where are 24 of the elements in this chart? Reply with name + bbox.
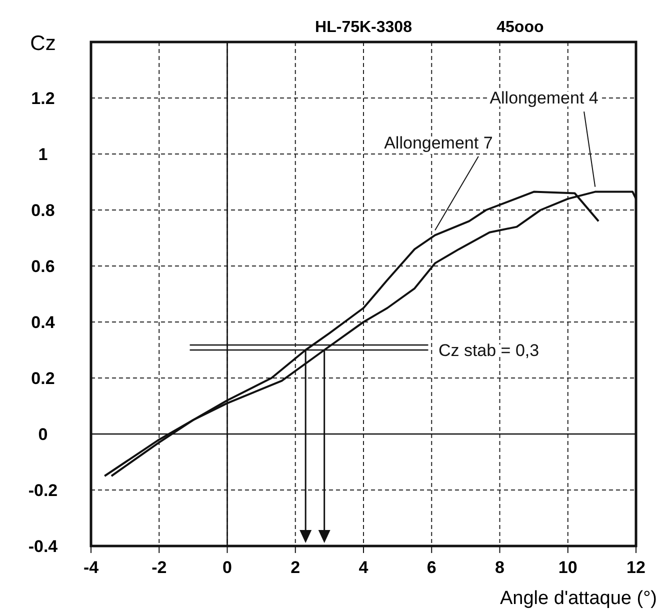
chart-subtitle: 45ooo (496, 19, 544, 36)
x-axis-title: Angle d'attaque (°) (500, 588, 657, 609)
x-tick-label: 0 (222, 558, 232, 577)
x-tick-label: 2 (290, 558, 300, 577)
y-axis-title: Cz (30, 32, 56, 55)
x-tick-label: 10 (558, 558, 578, 577)
y-tick-label: -0.4 (28, 537, 58, 556)
y-tick-label: 0.8 (31, 201, 55, 220)
x-tick-label: 12 (626, 558, 646, 577)
y-tick-label: 0 (38, 425, 48, 444)
y-tick-label: 0.2 (31, 369, 55, 388)
x-tick-label: 4 (358, 558, 369, 577)
x-tick-label: 8 (495, 558, 504, 577)
text: Allongement 7 (384, 133, 493, 152)
x-tick-label: 6 (426, 558, 436, 577)
y-tick-label: 1 (38, 145, 48, 164)
y-tick-label: 1.2 (31, 89, 55, 108)
x-tick-label: -4 (83, 558, 100, 577)
y-tick-label: 0.4 (31, 313, 56, 332)
chart-title: HL-75K-3308 (315, 19, 412, 36)
x-tick-label: -2 (152, 558, 167, 577)
ref-line-label: Cz stab = 0,3 (438, 341, 540, 360)
y-tick-label: 0.6 (31, 257, 55, 276)
y-tick-label: -0.2 (28, 481, 58, 500)
